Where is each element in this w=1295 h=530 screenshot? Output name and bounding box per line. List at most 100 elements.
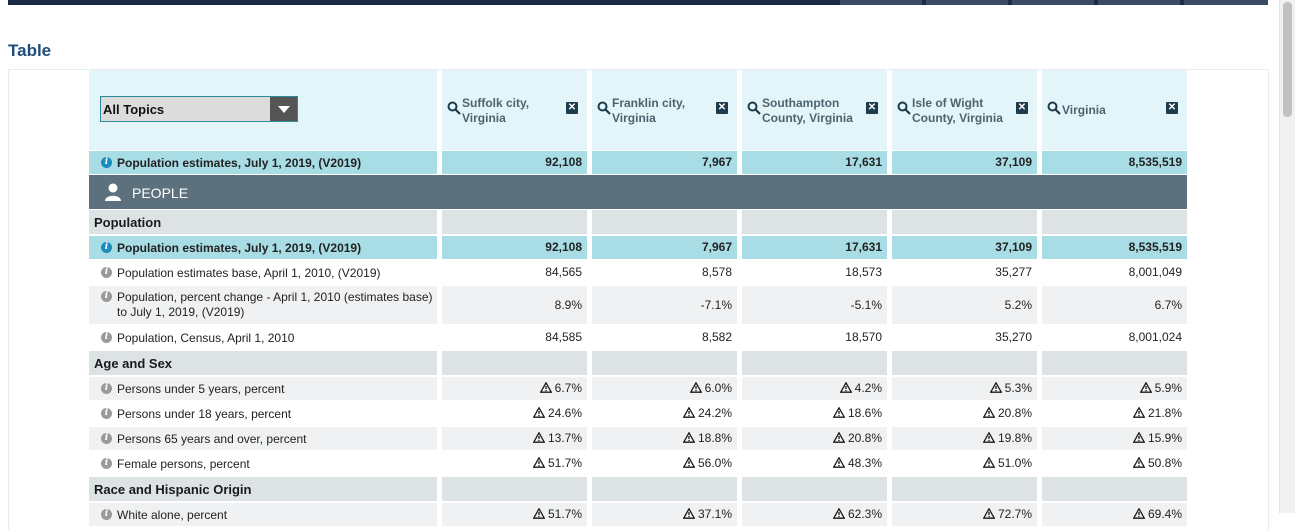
nav-tab[interactable] [1012, 0, 1094, 5]
warning-icon[interactable] [839, 382, 852, 393]
warning-icon[interactable] [1139, 382, 1152, 393]
warning-icon[interactable] [989, 382, 1002, 393]
warning-icon[interactable] [1132, 432, 1145, 443]
geography-header-cell: Southampton County, Virginia ✕ [742, 70, 887, 150]
warning-icon[interactable] [832, 508, 845, 519]
geography-name[interactable]: Franklin city, Virginia [612, 96, 686, 125]
cell-value: 69.4% [1147, 507, 1182, 521]
warning-icon[interactable] [532, 407, 545, 418]
warning-icon[interactable] [832, 457, 845, 468]
warning-icon[interactable] [982, 432, 995, 443]
cell-value: 5.3% [1004, 381, 1032, 395]
warning-icon[interactable] [982, 407, 995, 418]
warning-icon[interactable] [832, 432, 845, 443]
row-label-cell: i Population, Census, April 1, 2010 [89, 326, 437, 349]
value-cell: 62.3% [742, 503, 887, 526]
close-icon[interactable]: ✕ [1166, 102, 1178, 114]
row-label-cell: i Population estimates base, April 1, 201… [89, 261, 437, 284]
close-icon[interactable]: ✕ [866, 102, 878, 114]
geography-name[interactable]: Virginia [1062, 103, 1106, 117]
warning-icon[interactable] [532, 432, 545, 443]
warning-icon[interactable] [682, 432, 695, 443]
info-icon[interactable]: i [101, 433, 112, 444]
nav-tab[interactable] [926, 0, 1008, 5]
warning-icon[interactable] [1132, 407, 1145, 418]
cell-value: 6.0% [704, 381, 732, 395]
cell-value: 19.8% [997, 431, 1032, 445]
info-icon[interactable]: i [101, 242, 112, 253]
warning-icon[interactable] [682, 457, 695, 468]
warning-icon[interactable] [539, 382, 552, 393]
cell-value: 8,001,024 [1128, 330, 1182, 344]
value-cell [1042, 351, 1187, 375]
category-row: Race and Hispanic Origin [89, 476, 1187, 502]
value-cell: 13.7% [442, 427, 587, 450]
warning-icon[interactable] [832, 407, 845, 418]
warning-icon[interactable] [682, 508, 695, 519]
warning-icon[interactable] [982, 508, 995, 519]
people-section-header[interactable]: PEOPLE [89, 175, 1187, 209]
table-row: i Population, percent change - April 1, 2… [89, 285, 1187, 325]
row-label-cell: i White alone, percent [89, 503, 437, 526]
row-label-cell: i Population estimates, July 1, 2019, (V2… [89, 151, 437, 174]
close-icon[interactable]: ✕ [1016, 102, 1028, 114]
vertical-scrollbar[interactable] [1279, 0, 1295, 513]
value-cell: 7,967 [592, 151, 737, 174]
category-label[interactable]: Race and Hispanic Origin [94, 482, 252, 497]
info-icon[interactable]: i [101, 267, 112, 278]
close-icon[interactable]: ✕ [566, 102, 578, 114]
info-icon[interactable]: i [101, 509, 112, 520]
warning-icon[interactable] [532, 508, 545, 519]
scrollbar-thumb[interactable] [1283, 2, 1292, 117]
search-icon[interactable] [897, 101, 911, 115]
warning-icon[interactable] [982, 457, 995, 468]
cell-value: 51.7% [547, 507, 582, 521]
search-icon[interactable] [1047, 101, 1061, 115]
cell-value: 51.0% [997, 456, 1032, 470]
row-label: Female persons, percent [117, 457, 250, 471]
nav-tab[interactable] [1184, 0, 1268, 5]
info-icon[interactable]: i [101, 332, 112, 343]
value-cell: 18,573 [742, 261, 887, 284]
table-row: i Population, Census, April 1, 2010 84,585… [89, 325, 1187, 350]
warning-icon[interactable] [682, 407, 695, 418]
data-table: All Topics Suffolk city, Virginia ✕ Frankl… [89, 70, 1187, 527]
geography-name[interactable]: Isle of Wight County, Virginia [912, 96, 1003, 125]
info-icon[interactable]: i [101, 408, 112, 419]
search-icon[interactable] [447, 101, 461, 115]
close-icon[interactable]: ✕ [716, 102, 728, 114]
geography-header-cell: Franklin city, Virginia ✕ [592, 70, 737, 150]
value-cell: 5.2% [892, 286, 1037, 324]
geography-name[interactable]: Southampton County, Virginia [762, 96, 853, 125]
topic-select[interactable]: All Topics [100, 96, 298, 122]
value-cell [742, 477, 887, 501]
value-cell: 8.9% [442, 286, 587, 324]
info-icon[interactable]: i [101, 383, 112, 394]
info-icon[interactable]: i [101, 458, 112, 469]
warning-icon[interactable] [532, 457, 545, 468]
warning-icon[interactable] [689, 382, 702, 393]
warning-icon[interactable] [1132, 508, 1145, 519]
value-cell: 20.8% [892, 402, 1037, 425]
value-cell: 18,570 [742, 326, 887, 349]
category-label[interactable]: Population [94, 215, 162, 230]
warning-icon[interactable] [1132, 457, 1145, 468]
value-cell: 35,270 [892, 326, 1037, 349]
chevron-down-icon[interactable] [270, 97, 297, 121]
value-cell: 20.8% [742, 427, 887, 450]
nav-tab[interactable] [840, 0, 922, 5]
info-icon[interactable]: i [101, 157, 112, 168]
value-cell: -5.1% [742, 286, 887, 324]
cell-value: 8,578 [701, 265, 732, 279]
search-icon[interactable] [597, 101, 611, 115]
cell-value: 15.9% [1147, 431, 1182, 445]
cell-value: 18,570 [845, 330, 882, 344]
nav-tab[interactable] [1098, 0, 1180, 5]
category-label[interactable]: Age and Sex [94, 356, 173, 371]
value-cell: 5.3% [892, 377, 1037, 400]
value-cell: 21.8% [1042, 402, 1187, 425]
cell-value: 7,967 [701, 155, 732, 169]
info-icon[interactable]: i [101, 291, 112, 302]
search-icon[interactable] [747, 101, 761, 115]
geography-name[interactable]: Suffolk city, Virginia [462, 96, 530, 125]
